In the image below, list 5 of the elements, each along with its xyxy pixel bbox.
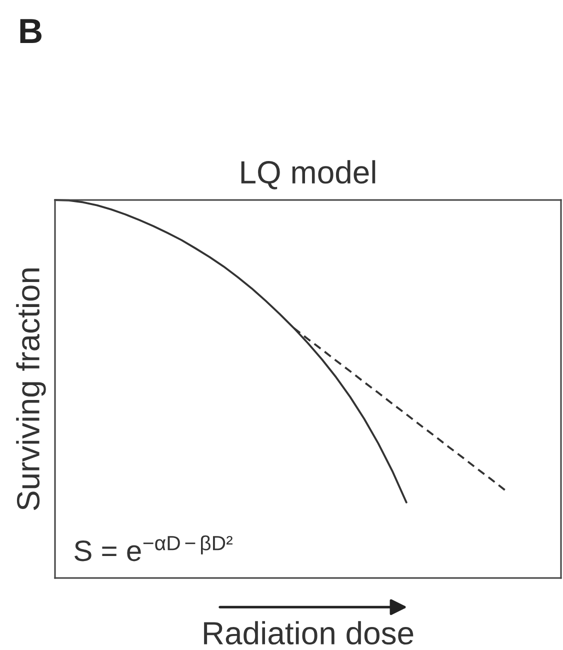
x-axis-title: Radiation dose bbox=[204, 621, 414, 645]
text: B bbox=[20, 19, 42, 43]
chart-title: LQ model bbox=[241, 160, 376, 190]
y-axis-title: Surviving fraction bbox=[16, 268, 46, 510]
annotation: S = e$^{−αD−βD²}$ bbox=[74, 535, 232, 562]
